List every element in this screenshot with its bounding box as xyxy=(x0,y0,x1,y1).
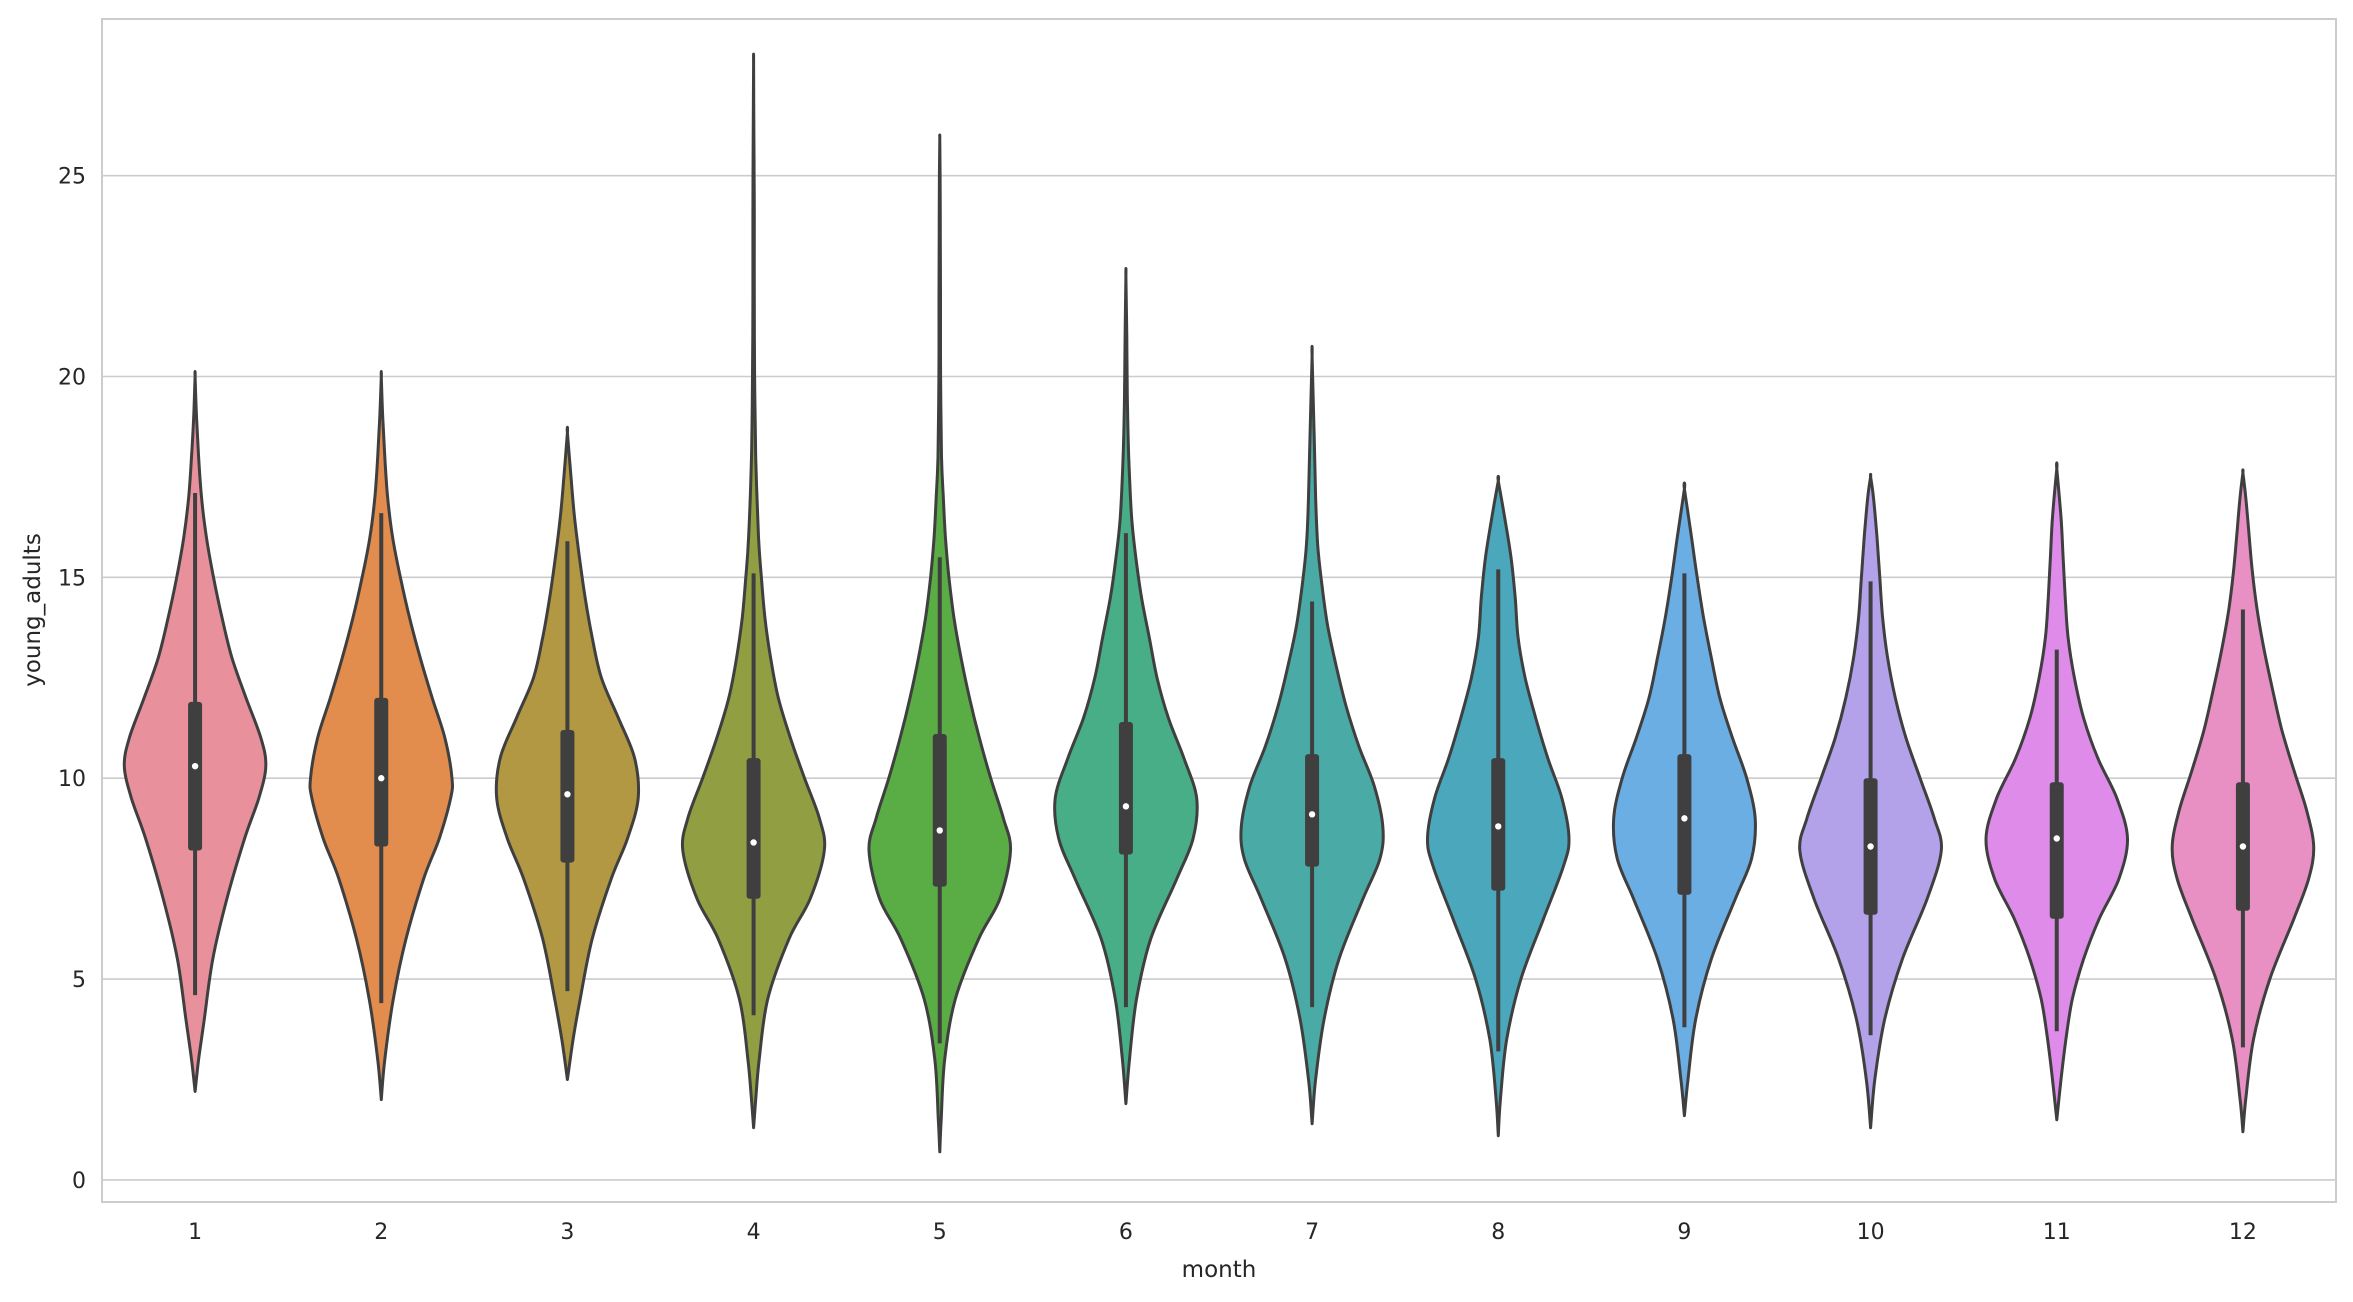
violin-iqr-box xyxy=(932,734,947,887)
violin-5 xyxy=(867,133,1013,1154)
y-tick-label: 20 xyxy=(58,366,86,391)
violin-median xyxy=(2053,835,2060,842)
x-axis-label: month xyxy=(1182,1257,1257,1283)
x-tick-label: 2 xyxy=(374,1220,388,1245)
x-tick-label: 5 xyxy=(933,1220,947,1245)
violin-median xyxy=(1495,823,1502,830)
violin-median xyxy=(936,827,943,834)
x-tick-label: 4 xyxy=(747,1220,761,1245)
violin-median xyxy=(2239,843,2247,850)
violin-1 xyxy=(122,369,268,1093)
violin-median xyxy=(564,791,571,798)
x-tick-label: 7 xyxy=(1305,1220,1319,1245)
violin-2 xyxy=(308,369,455,1102)
x-tick-labels: 1 2 3 4 5 6 7 8 9 10 11 12 xyxy=(188,1220,2257,1245)
violin-iqr-box xyxy=(1305,754,1320,867)
violin-3 xyxy=(494,425,641,1081)
violin-10 xyxy=(1798,472,1943,1130)
violin-8 xyxy=(1425,474,1571,1138)
violin-median xyxy=(1681,815,1688,822)
violins xyxy=(122,52,2316,1154)
violin-median xyxy=(191,762,199,770)
violin-9 xyxy=(1611,481,1757,1118)
violin-iqr-box xyxy=(1118,721,1133,855)
violin-median xyxy=(1122,803,1130,810)
violin-12 xyxy=(2170,468,2316,1134)
y-tick-label: 5 xyxy=(72,968,86,993)
violin-iqr-box xyxy=(2049,782,2064,919)
violin-4 xyxy=(680,52,827,1130)
x-tick-label: 10 xyxy=(1857,1220,1885,1245)
violin-6 xyxy=(1053,267,1199,1106)
violin-median xyxy=(1308,811,1316,818)
y-tick-label: 25 xyxy=(58,165,86,190)
violin-median xyxy=(750,839,757,846)
violin-7 xyxy=(1239,344,1385,1126)
y-tick-label: 15 xyxy=(58,566,86,591)
plot-background xyxy=(101,18,2337,1203)
x-tick-label: 1 xyxy=(188,1220,202,1245)
x-tick-label: 8 xyxy=(1491,1220,1505,1245)
violin-iqr-box xyxy=(1677,754,1692,895)
violin-median xyxy=(378,775,385,782)
x-tick-label: 3 xyxy=(560,1220,574,1245)
violin-median xyxy=(1867,843,1874,850)
x-tick-label: 12 xyxy=(2229,1220,2257,1245)
x-tick-label: 9 xyxy=(1677,1220,1691,1245)
x-tick-label: 6 xyxy=(1119,1220,1133,1245)
violin-iqr-box xyxy=(374,697,389,847)
y-axis-label: young_adults xyxy=(20,533,46,687)
violin-iqr-box xyxy=(746,758,761,899)
y-tick-label: 0 xyxy=(72,1169,86,1194)
violin-11 xyxy=(1984,461,2130,1122)
y-tick-labels: 0 5 10 15 20 25 xyxy=(58,165,86,1194)
y-gridlines xyxy=(102,174,2336,1181)
violin-iqr-box xyxy=(188,701,203,851)
y-tick-label: 10 xyxy=(58,767,86,792)
x-tick-label: 11 xyxy=(2043,1220,2071,1245)
